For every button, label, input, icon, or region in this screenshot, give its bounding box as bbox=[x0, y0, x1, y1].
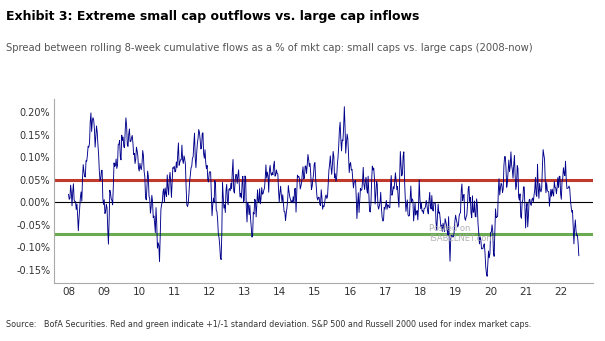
Text: Posted on
ISABELNET.com: Posted on ISABELNET.com bbox=[429, 224, 494, 243]
Text: Spread between rolling 8-week cumulative flows as a % of mkt cap: small caps vs.: Spread between rolling 8-week cumulative… bbox=[6, 43, 532, 53]
Text: Exhibit 3: Extreme small cap outflows vs. large cap inflows: Exhibit 3: Extreme small cap outflows vs… bbox=[6, 10, 419, 23]
Text: Source:   BofA Securities. Red and green indicate +1/-1 standard deviation. S&P : Source: BofA Securities. Red and green i… bbox=[6, 320, 531, 329]
